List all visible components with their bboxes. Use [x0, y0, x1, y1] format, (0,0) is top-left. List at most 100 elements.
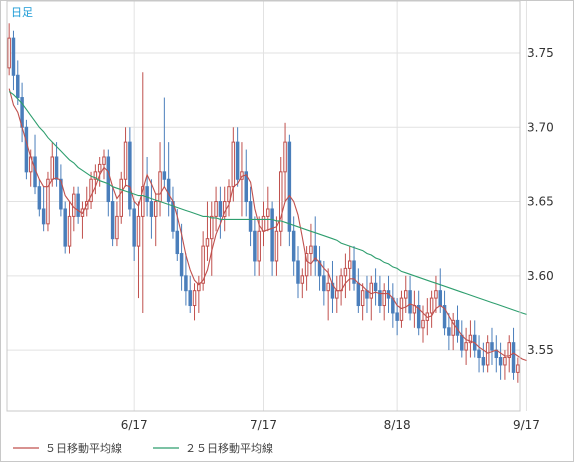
candle-body-up [7, 37, 11, 69]
legend: ５日移動平均線 ２５日移動平均線 [13, 441, 273, 455]
candle-body-down [24, 126, 29, 173]
candle [153, 194, 158, 247]
candle [54, 142, 59, 187]
candle-body-down [270, 208, 274, 262]
candle [421, 305, 425, 343]
candle-body-up [192, 290, 197, 307]
candle [184, 253, 188, 306]
candle [455, 305, 460, 343]
candle-body-up [97, 163, 102, 173]
candle-body-down [477, 349, 481, 359]
candle-body-up [141, 186, 145, 217]
candle-body-down [442, 305, 447, 329]
candle [317, 246, 322, 291]
candle-body-down [179, 253, 184, 277]
candle [240, 142, 244, 217]
candle [63, 201, 67, 254]
candle [339, 268, 343, 306]
candle [503, 350, 507, 380]
y-tick-label: 3.55 [527, 343, 554, 357]
candle-body-up [136, 215, 141, 247]
candle-body-up [46, 178, 50, 225]
candle [76, 186, 80, 224]
candle [382, 283, 386, 321]
candle-body-up [434, 290, 438, 299]
candle-body-down [128, 141, 132, 210]
candle [218, 186, 223, 239]
candle [485, 335, 490, 373]
candle [171, 186, 175, 239]
candle [227, 179, 231, 217]
candle-body-up [468, 334, 473, 344]
candle-body-up [257, 230, 261, 262]
ma25-line [8, 91, 527, 315]
candle [373, 268, 378, 306]
candle [16, 60, 20, 105]
candle [110, 186, 115, 247]
candle-body-up [123, 141, 128, 180]
candle [447, 312, 451, 351]
candle-body-down [317, 260, 322, 277]
candle [434, 275, 438, 313]
candle [132, 201, 136, 261]
candle [442, 290, 447, 336]
candle [128, 127, 132, 217]
candle-body-down [63, 208, 67, 247]
candle-body-up [93, 171, 98, 180]
candle [412, 290, 417, 328]
candle-body-up [214, 201, 218, 217]
candle [192, 283, 197, 321]
candle-body-up [278, 171, 283, 232]
candle [188, 275, 192, 313]
candle-body-down [106, 156, 111, 203]
candle [253, 216, 257, 276]
candle [278, 156, 283, 247]
candle [197, 275, 201, 313]
candle [145, 156, 149, 217]
candle [356, 268, 361, 313]
candle-body-down [59, 178, 63, 210]
candle [287, 134, 292, 247]
candle-body-down [110, 201, 115, 240]
candle [304, 246, 309, 291]
candle [33, 134, 37, 195]
candle-body-down [248, 201, 253, 232]
candle [97, 156, 102, 187]
candle-body-up [507, 342, 511, 359]
candle-body-down [313, 245, 317, 262]
candle [335, 275, 339, 313]
candle-body-up [326, 282, 330, 292]
candle [511, 327, 516, 380]
y-tick-label: 3.75 [527, 46, 554, 60]
candle [158, 142, 162, 217]
candle-body-down [145, 186, 149, 203]
y-tick-label: 3.60 [527, 269, 554, 283]
candle-body-down [481, 357, 486, 366]
candle-body-down [511, 342, 516, 373]
candle-body-down [54, 156, 59, 180]
candle-body-down [322, 275, 326, 292]
candle [248, 186, 253, 247]
candle-body-down [235, 141, 240, 180]
candle-body-up [210, 215, 214, 240]
candle [141, 72, 145, 313]
candle-body-up [153, 201, 158, 217]
candle [119, 171, 123, 224]
candle [20, 82, 24, 143]
candle-body-down [460, 334, 464, 351]
candle-body-up [102, 156, 106, 165]
candle-body-up [451, 319, 455, 336]
candle-body-down [373, 282, 378, 292]
candle-body-down [149, 201, 154, 217]
period-label: 日足 [11, 6, 33, 19]
candle [494, 335, 499, 373]
candle [270, 201, 274, 276]
candle-body-down [438, 290, 442, 307]
legend-ma5-label: ５日移動平均線 [45, 441, 122, 455]
candle [481, 342, 486, 373]
candle [378, 275, 382, 313]
candle [464, 327, 468, 365]
candle-body-up [503, 357, 507, 366]
candle [352, 246, 356, 291]
